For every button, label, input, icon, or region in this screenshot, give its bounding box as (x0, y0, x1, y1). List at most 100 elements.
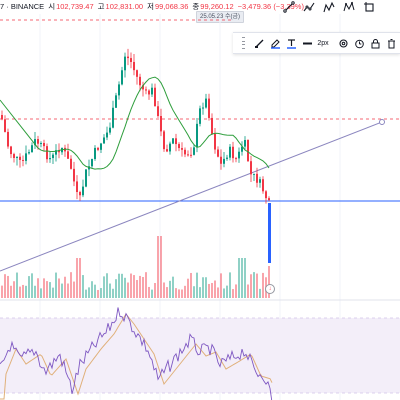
volume-bar (88, 287, 90, 298)
volume-bar (157, 236, 159, 298)
candle-body (178, 144, 180, 149)
volume-bar (142, 277, 144, 298)
candle-body (37, 139, 39, 144)
candle-body (154, 87, 156, 107)
alert-clock-icon[interactable] (353, 35, 365, 51)
volume-bar (181, 289, 183, 298)
delete-icon[interactable] (385, 35, 397, 51)
candle-body (217, 149, 219, 157)
volume-bar (184, 285, 186, 298)
candle-body (244, 140, 246, 147)
volume-bar (112, 288, 114, 298)
ohlc-legend: 7 · BINANCE 시 102,739.47 고 102,831.00 저 99,… (0, 0, 304, 14)
volume-bar (154, 282, 156, 298)
volume-bar (217, 287, 219, 298)
volume-bar (259, 288, 261, 298)
candle-body (211, 117, 213, 134)
line-width-icon[interactable] (301, 35, 313, 51)
volume-bar (160, 236, 162, 298)
pattern-icon[interactable] (342, 1, 356, 13)
volume-bar (37, 278, 39, 298)
candle-body (124, 56, 126, 71)
current-candle (268, 203, 271, 263)
drag-grip-icon[interactable] (237, 37, 249, 49)
high-value: 102,831.00 (105, 2, 144, 11)
candle-body (229, 146, 231, 158)
pencil-icon[interactable] (269, 35, 281, 51)
volume-bar (13, 281, 15, 298)
candle-body (46, 146, 48, 160)
volume-bar (187, 278, 189, 298)
candle-body (163, 131, 165, 150)
volume-bar (190, 272, 192, 298)
rsi-line (0, 307, 273, 400)
candle-body (52, 154, 54, 159)
volume-bar (34, 285, 36, 298)
lock-icon[interactable] (369, 35, 381, 51)
volume-bar (178, 289, 180, 298)
candle-body (151, 87, 153, 95)
candle-body (25, 153, 27, 161)
candle-body (106, 132, 108, 138)
volume-bar (52, 287, 54, 298)
volume-bar (136, 280, 138, 298)
candle-body (49, 158, 51, 160)
volume-bar (235, 284, 237, 298)
line-width-value[interactable]: 2px (317, 39, 329, 47)
volume-bar (115, 279, 117, 298)
candle-body (118, 84, 120, 96)
volume-bar (238, 258, 240, 298)
candle-body (43, 143, 45, 147)
candle-body (73, 168, 75, 182)
volume-bar (58, 278, 60, 298)
candle-body (172, 138, 174, 144)
settings-icon[interactable] (337, 35, 349, 51)
candle-body (94, 147, 96, 160)
text-color-icon[interactable] (285, 35, 297, 51)
volume-bar (247, 284, 249, 298)
multi-line-icon[interactable] (302, 1, 316, 13)
candle-body (19, 156, 21, 160)
volume-bar (67, 283, 69, 298)
candle-body (214, 133, 216, 150)
candle-body (13, 154, 15, 158)
volume-bar (7, 275, 9, 298)
candle-body (100, 143, 102, 150)
candle-body (247, 140, 249, 162)
volume-bar (250, 274, 252, 298)
candle-body (67, 151, 69, 159)
paint-brush-icon[interactable] (253, 35, 265, 51)
candle-body (157, 106, 159, 117)
crop-icon[interactable] (362, 1, 376, 13)
volume-bar (166, 287, 168, 298)
candle-body (127, 56, 129, 59)
candle-body (205, 98, 207, 108)
volume-bar (262, 272, 264, 298)
rsi-moving-average-line (0, 313, 273, 400)
volume-bars (1, 236, 270, 298)
candle-body (193, 147, 195, 155)
path-icon[interactable] (322, 1, 336, 13)
candle-body (31, 145, 33, 153)
high-label: 고 (97, 2, 105, 11)
candle-body (16, 156, 18, 158)
candle-body (259, 179, 261, 183)
candle-body (10, 146, 12, 155)
candle-body (160, 116, 162, 132)
candlesticks (1, 48, 271, 263)
volume-bar (28, 276, 30, 298)
volume-bar (79, 258, 81, 298)
trend-line-handle (379, 119, 385, 125)
volume-bar (85, 289, 87, 298)
volume-marker-icon[interactable]: ↓ (265, 284, 275, 294)
trend-line-icon[interactable] (282, 1, 296, 13)
volume-bar (175, 288, 177, 298)
open-label: 시 (48, 2, 56, 11)
volume-bar (253, 272, 255, 298)
candle-body (265, 191, 267, 199)
volume-bar (151, 289, 153, 298)
candle-body (232, 146, 234, 159)
candle-body (145, 89, 147, 91)
candle-body (34, 139, 36, 146)
